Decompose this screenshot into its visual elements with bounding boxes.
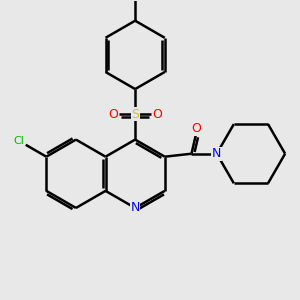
Text: N: N	[212, 147, 221, 160]
Text: S: S	[131, 108, 139, 121]
Text: N: N	[130, 202, 140, 214]
Text: O: O	[152, 108, 162, 121]
Text: Cl: Cl	[14, 136, 25, 146]
Text: O: O	[191, 122, 201, 135]
Text: O: O	[108, 108, 118, 121]
